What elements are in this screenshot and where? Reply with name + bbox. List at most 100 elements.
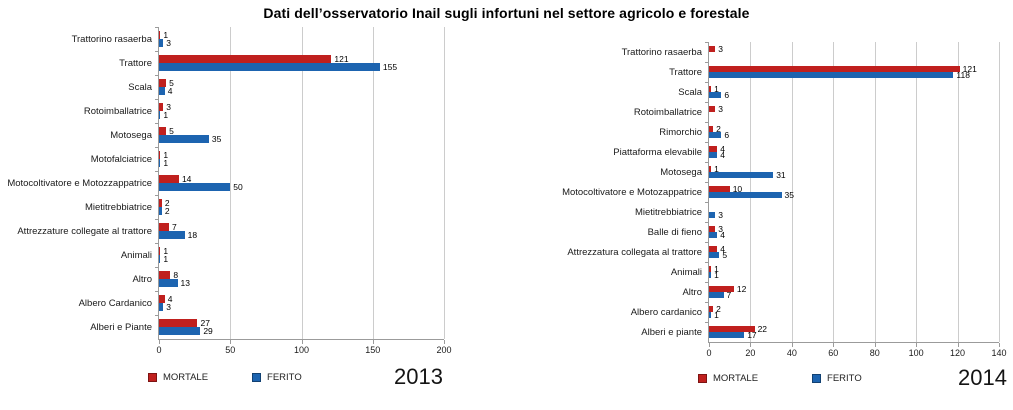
plot-area-2014: Trattorino rasaerba Trattore Scala Rotoimba…: [505, 42, 1013, 343]
category-label: Trattore: [669, 66, 702, 78]
category-label: Animali: [670, 266, 702, 278]
category-label: Rimorchio: [659, 126, 702, 138]
value-label: 6: [724, 89, 730, 100]
category-row: 12 7: [709, 282, 999, 302]
mortale-barline: 5: [159, 127, 444, 135]
category-tick: [155, 219, 159, 220]
value-label: 1: [163, 157, 169, 168]
x-tick-mark: [444, 340, 445, 344]
legend-item: MORTALE: [148, 372, 208, 383]
category-row: 8 13: [159, 267, 444, 291]
legend-swatch-icon: [812, 373, 822, 383]
x-tick-mark: [957, 343, 959, 347]
category-tick: [155, 291, 159, 292]
x-tick-label: 60: [828, 348, 839, 358]
category-label: Rotoimballatrice: [633, 106, 702, 118]
value-label: 3: [718, 209, 723, 220]
x-tick-label: 0: [156, 345, 162, 355]
category-row: 3: [709, 42, 999, 62]
category-label: Rotoimballatrice: [83, 105, 152, 117]
legend-label: MORTALE: [713, 372, 759, 384]
x-tick-mark: [874, 343, 876, 347]
value-label: 4: [167, 293, 173, 304]
value-label: 1: [163, 245, 169, 256]
ferito-bar: [709, 232, 718, 238]
ferito-bar: [159, 207, 162, 215]
ferito-bar: [709, 312, 712, 318]
category-label: Scala: [678, 86, 702, 98]
chart-title: Dati dell’osservatorio Inail sugli infor…: [263, 5, 750, 21]
x-tick-mark: [230, 340, 232, 344]
category-tick: [705, 322, 709, 323]
category-tick: [705, 162, 709, 163]
ferito-bar: [159, 279, 178, 287]
gridline: [957, 42, 959, 342]
x-tick-mark: [916, 343, 918, 347]
mortale-barline: 4: [709, 145, 999, 153]
mortale-bar: [709, 86, 712, 92]
x-tick-mark: [833, 343, 835, 347]
value-label: 2: [164, 205, 170, 216]
ferito-bar: [709, 132, 722, 138]
category-tick: [705, 302, 709, 303]
x-tick-mark: [301, 340, 303, 344]
value-label: 1: [714, 163, 719, 174]
value-label: 3: [718, 103, 723, 114]
category-row: 14 50: [159, 171, 444, 195]
legend-label: MORTALE: [163, 371, 209, 383]
ferito-barline: 17: [709, 331, 999, 339]
mortale-barline: 8: [159, 271, 444, 279]
legend: MORTALE FERITO: [698, 373, 862, 384]
legend-swatch-icon: [148, 372, 157, 382]
gridline: [230, 27, 232, 339]
category-tick: [705, 42, 709, 43]
mortale-barline: 1: [159, 31, 444, 39]
value-label: 5: [722, 249, 728, 260]
value-label: 1: [714, 263, 719, 274]
ferito-bar: [159, 135, 209, 143]
value-label: 2: [164, 197, 170, 208]
mortale-bar: [709, 46, 716, 52]
ferito-barline: 7: [709, 291, 999, 299]
category-tick: [705, 202, 709, 203]
value-label: 121: [962, 63, 977, 74]
ferito-bar: [709, 292, 724, 298]
category-row: 3: [709, 202, 999, 222]
value-label: 3: [166, 101, 171, 112]
value-label: 5: [169, 77, 174, 88]
category-tick: [155, 123, 159, 124]
category-label: Scala: [128, 81, 152, 93]
ferito-barline: 13: [159, 279, 444, 287]
category-row: 5 35: [159, 123, 444, 147]
value-label: 50: [233, 181, 243, 192]
ferito-bar: [709, 192, 782, 198]
mortale-bar: [709, 66, 960, 72]
x-tick-label: 200: [436, 345, 452, 355]
value-label: 4: [720, 243, 726, 254]
value-label: 1: [163, 29, 169, 40]
category-row: 10 35: [709, 182, 999, 202]
value-label: 35: [784, 189, 794, 200]
category-row: 7 18: [159, 219, 444, 243]
mortale-bar: [159, 31, 161, 39]
mortale-bar: [709, 246, 718, 252]
mortale-barline: 1: [709, 163, 999, 174]
mortale-bar: [159, 175, 179, 183]
ferito-barline: 155: [159, 63, 444, 71]
legend-item: FERITO: [252, 372, 302, 383]
gridline: [874, 42, 876, 342]
mortale-barline: 12: [709, 285, 999, 293]
mortale-barline: 22: [709, 325, 999, 333]
chart-footer: MORTALE FERITO 2014: [698, 365, 1013, 391]
x-tick-label: 150: [365, 345, 381, 355]
value-label: 4: [167, 85, 173, 96]
mortale-bar: [709, 146, 718, 152]
value-label: 3: [166, 37, 171, 48]
category-tick: [705, 82, 709, 83]
ferito-barline: 118: [709, 71, 999, 79]
